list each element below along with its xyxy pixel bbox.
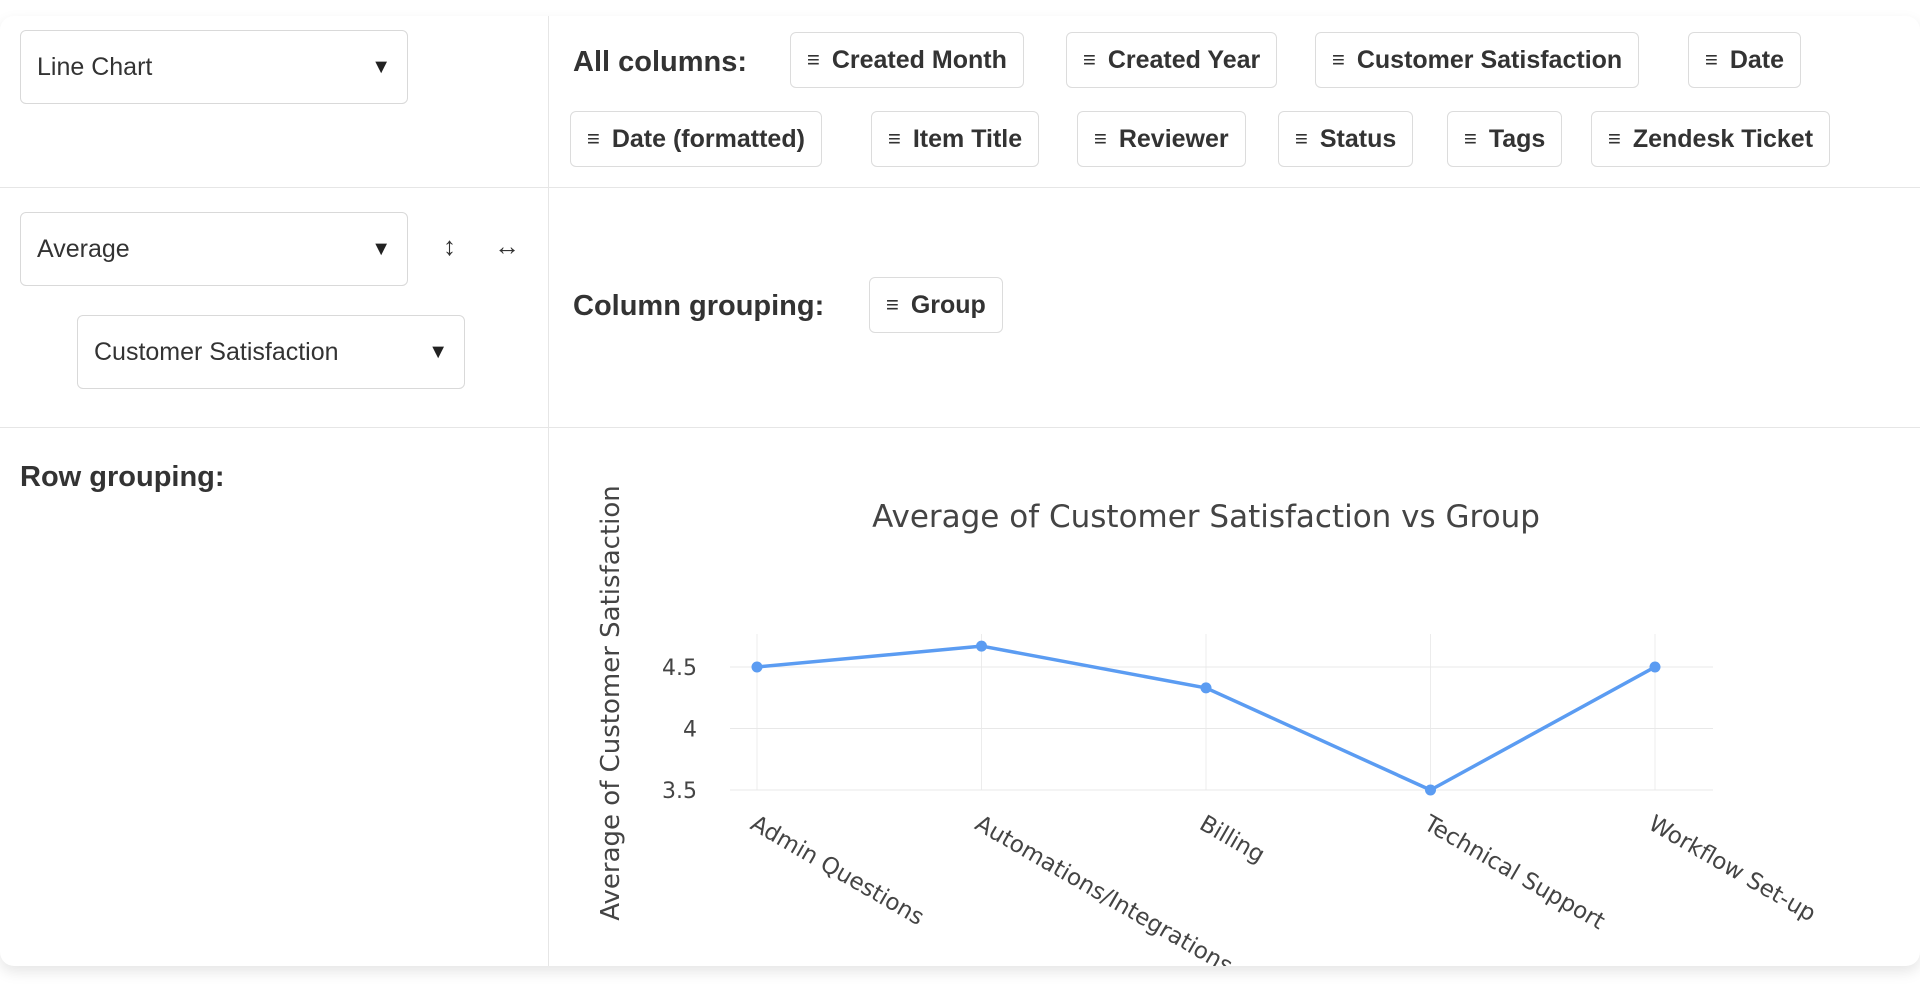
x-tick-label: Admin Questions xyxy=(746,811,928,931)
column-chip[interactable]: ≡ Date (formatted) xyxy=(570,111,822,167)
drag-handle-icon: ≡ xyxy=(888,126,901,151)
drag-handle-icon: ≡ xyxy=(807,47,820,72)
drag-handle-icon: ≡ xyxy=(1094,126,1107,151)
data-point xyxy=(751,661,763,673)
drag-handle-icon: ≡ xyxy=(886,292,899,317)
x-tick-label: Technical Support xyxy=(1419,810,1609,935)
drag-handle-icon: ≡ xyxy=(1464,126,1477,151)
data-point xyxy=(1649,661,1661,673)
y-tick-label: 4 xyxy=(683,718,697,743)
column-chip[interactable]: ≡ Customer Satisfaction xyxy=(1315,32,1640,88)
column-chip[interactable]: ≡ Created Year xyxy=(1066,32,1278,88)
chart-title: Average of Customer Satisfaction vs Grou… xyxy=(872,499,1540,535)
y-tick-label: 3.5 xyxy=(662,779,697,804)
drag-handle-icon: ≡ xyxy=(1332,47,1345,72)
x-tick-label: Workflow Set-up xyxy=(1644,811,1820,928)
column-divider xyxy=(548,16,549,966)
drag-handle-icon: ≡ xyxy=(1083,47,1096,72)
aggregation-value: Average xyxy=(37,234,130,263)
drag-handle-icon: ≡ xyxy=(1295,126,1308,151)
column-chip[interactable]: ≡ Tags xyxy=(1447,111,1563,167)
horizontal-arrows-icon[interactable]: ↔ xyxy=(494,231,520,261)
column-chip[interactable]: ≡ Status xyxy=(1278,111,1414,167)
row-divider-2 xyxy=(0,427,1920,428)
data-point xyxy=(1425,784,1436,796)
column-chip[interactable]: ≡ Zendesk Ticket xyxy=(1591,111,1831,167)
y-tick-label: 4.5 xyxy=(662,656,697,681)
all-columns-label: All columns: xyxy=(573,46,748,78)
drag-handle-icon: ≡ xyxy=(1705,47,1718,72)
chart-type-select[interactable]: Line Chart ▼ xyxy=(20,30,408,104)
data-point xyxy=(1200,682,1212,694)
x-tick-label: Billing xyxy=(1195,811,1269,869)
column-chip[interactable]: ≡ Reviewer xyxy=(1077,111,1246,167)
pivot-chart-panel: Line Chart ▼ All columns: ≡ Created Month… xyxy=(0,16,1920,966)
chevron-down-icon: ▼ xyxy=(371,55,391,78)
chevron-down-icon: ▼ xyxy=(371,237,391,260)
drag-handle-icon: ≡ xyxy=(1608,126,1621,151)
y-axis-label: Average of Customer Satisfaction xyxy=(596,485,626,921)
drag-handle-icon: ≡ xyxy=(587,126,600,151)
value-column-value: Customer Satisfaction xyxy=(94,337,339,366)
line-chart: Average of Customer Satisfaction vs Grou… xyxy=(596,485,1820,966)
column-chip[interactable]: ≡ Item Title xyxy=(871,111,1040,167)
group-chip[interactable]: ≡ Group xyxy=(869,277,1003,333)
chart-type-value: Line Chart xyxy=(37,52,153,81)
column-chip[interactable]: ≡ Created Month xyxy=(790,32,1024,88)
column-grouping-label: Column grouping: xyxy=(573,290,825,322)
chevron-down-icon: ▼ xyxy=(428,340,448,363)
aggregation-select[interactable]: Average ▼ xyxy=(20,212,408,286)
data-point xyxy=(976,640,987,652)
value-column-select[interactable]: Customer Satisfaction ▼ xyxy=(77,315,465,389)
vertical-arrows-icon[interactable]: ↕ xyxy=(443,231,456,261)
row-divider-1 xyxy=(0,187,1920,188)
row-grouping-label: Row grouping: xyxy=(20,461,225,493)
column-chip[interactable]: ≡ Date xyxy=(1688,32,1802,88)
